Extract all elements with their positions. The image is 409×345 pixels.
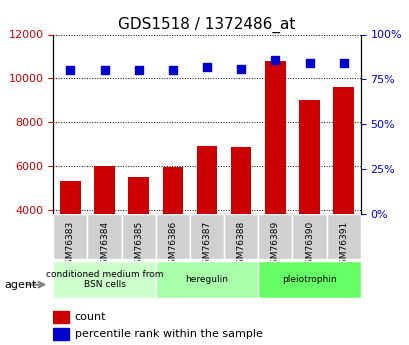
Text: percentile rank within the sample: percentile rank within the sample (74, 329, 262, 339)
Point (101, 68, 108, 73)
Text: GSM76387: GSM76387 (202, 221, 211, 270)
Point (169, 68, 176, 73)
Text: GSM76391: GSM76391 (338, 221, 347, 270)
FancyBboxPatch shape (87, 214, 121, 259)
FancyBboxPatch shape (155, 261, 258, 298)
Bar (196, 146, 217, 297)
FancyBboxPatch shape (326, 214, 360, 259)
Bar (53, 310, 69, 323)
Text: count: count (74, 312, 106, 322)
Bar (265, 61, 285, 297)
Point (306, 60, 312, 66)
FancyBboxPatch shape (292, 214, 326, 259)
Text: GSM76383: GSM76383 (66, 221, 75, 270)
Bar (128, 177, 148, 297)
Text: GSM76389: GSM76389 (270, 221, 279, 270)
Text: GSM76390: GSM76390 (304, 221, 313, 270)
Bar (333, 87, 353, 297)
Point (272, 57, 278, 62)
FancyBboxPatch shape (53, 261, 155, 298)
Point (237, 66, 244, 71)
FancyBboxPatch shape (258, 261, 360, 298)
FancyBboxPatch shape (53, 214, 87, 259)
Bar (162, 167, 183, 297)
FancyBboxPatch shape (224, 214, 258, 259)
Text: heregulin: heregulin (185, 275, 228, 284)
FancyBboxPatch shape (258, 214, 292, 259)
Bar (299, 100, 319, 297)
Bar (94, 166, 115, 297)
FancyBboxPatch shape (155, 214, 189, 259)
FancyBboxPatch shape (189, 214, 224, 259)
Text: agent: agent (4, 280, 36, 289)
Text: GSM76385: GSM76385 (134, 221, 143, 270)
FancyBboxPatch shape (121, 214, 155, 259)
Text: GSM76384: GSM76384 (100, 221, 109, 270)
Point (67, 68, 74, 73)
Bar (53, 328, 69, 340)
Point (339, 60, 346, 66)
Text: GSM76386: GSM76386 (168, 221, 177, 270)
Text: pleiotrophin: pleiotrophin (281, 275, 336, 284)
Title: GDS1518 / 1372486_at: GDS1518 / 1372486_at (118, 17, 295, 33)
Bar (60, 181, 81, 297)
Point (203, 64, 210, 70)
Point (135, 68, 142, 73)
Text: GSM76388: GSM76388 (236, 221, 245, 270)
Bar (230, 147, 251, 297)
Text: conditioned medium from
BSN cells: conditioned medium from BSN cells (46, 270, 163, 289)
